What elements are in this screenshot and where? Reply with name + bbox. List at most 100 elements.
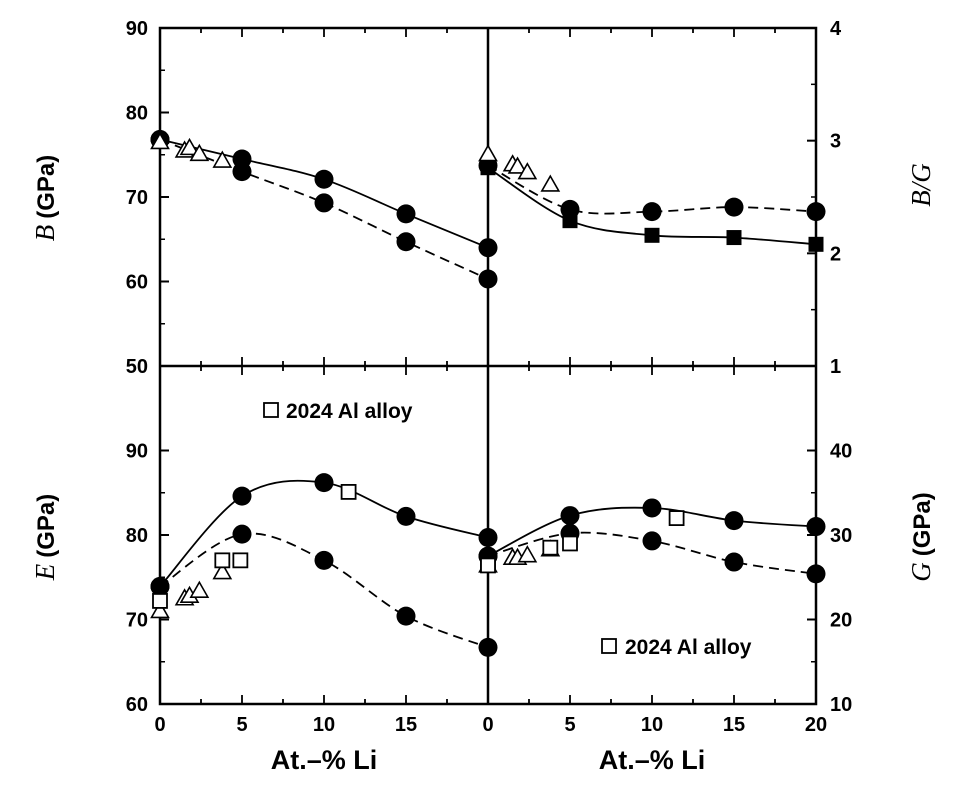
data-point-filled-circle	[478, 238, 498, 258]
data-point-filled-circle	[806, 202, 826, 222]
y-symbol-g: G	[906, 562, 936, 582]
y-tick-label: 3	[830, 131, 841, 153]
legend-label: 2024 Al alloy	[625, 636, 752, 659]
data-point-open-square	[214, 552, 231, 569]
y-tick-label: 70	[126, 187, 148, 209]
svg-text:G(GPa): G (GPa)	[906, 492, 936, 582]
y-unit-e: (GPa)	[33, 494, 60, 558]
y-symbol-b: B	[30, 225, 60, 242]
x-tick-label: 5	[236, 714, 247, 736]
y-tick-label: 70	[126, 610, 148, 632]
data-markers	[150, 130, 826, 657]
data-point-open-triangle	[507, 156, 528, 174]
data-point-filled-circle	[396, 506, 416, 526]
x-tick-label: 15	[395, 714, 417, 736]
data-point-filled-circle	[314, 193, 334, 213]
data-point-open-triangle	[189, 580, 210, 598]
fit-curve-dashed	[159, 138, 489, 280]
data-point-open-triangle	[150, 600, 170, 619]
y-tick-label: 90	[126, 441, 148, 463]
data-point-filled-circle	[396, 606, 416, 626]
data-point-open-triangle	[540, 174, 561, 192]
data-point-filled-square	[808, 236, 824, 252]
legend-label: 2024 Al alloy	[286, 400, 413, 423]
data-point-filled-circle	[724, 511, 744, 531]
y-axis-label-g: G (GPa)	[906, 492, 936, 582]
data-point-filled-circle	[724, 552, 744, 572]
legend-square-marker	[601, 638, 617, 654]
y-axis-label-b: B (GPa)	[30, 155, 60, 242]
y-tick-label: 60	[126, 272, 148, 294]
data-point-filled-circle	[478, 637, 498, 657]
data-point-open-square	[232, 552, 249, 569]
data-point-filled-circle	[396, 232, 416, 252]
y-unit-g: (GPa)	[909, 492, 936, 556]
y-tick-label: 80	[126, 103, 148, 125]
x-tick-label: 10	[641, 714, 663, 736]
y-symbol-bg: B/G	[906, 163, 936, 207]
data-point-filled-circle	[642, 531, 662, 551]
data-point-filled-circle	[232, 162, 252, 182]
data-point-filled-circle	[478, 269, 498, 289]
data-point-filled-circle	[478, 528, 498, 548]
data-point-open-square	[340, 484, 357, 500]
data-point-filled-circle	[150, 577, 170, 597]
y-tick-label: 30	[830, 525, 852, 547]
data-point-open-square	[562, 535, 578, 552]
data-point-filled-square	[644, 227, 660, 243]
legend-square-marker	[263, 402, 279, 418]
x-axis-label-right: At.–% Li	[599, 745, 706, 775]
fit-curve-dashed	[159, 532, 489, 649]
fit-curve-solid	[159, 479, 489, 588]
legend-2024-left: 2024 Al alloy	[263, 400, 413, 423]
data-point-filled-circle	[396, 204, 416, 224]
data-point-filled-circle	[314, 169, 334, 189]
data-point-open-square	[668, 510, 685, 527]
y-symbol-e: E	[30, 563, 60, 581]
data-point-open-triangle	[179, 137, 200, 156]
data-point-filled-circle	[232, 486, 252, 506]
y-tick-label: 80	[126, 525, 148, 547]
y-axis-label-bg: B/G	[906, 163, 936, 207]
data-point-filled-circle	[314, 473, 334, 493]
y-tick-label: 50	[126, 356, 148, 378]
y-tick-label: 1	[830, 356, 841, 378]
data-point-filled-circle	[724, 197, 744, 217]
y-axis-label-e: E (GPa)	[30, 494, 60, 582]
x-tick-label: 0	[154, 714, 165, 736]
data-point-open-triangle	[189, 143, 210, 162]
x-tick-label: 5	[564, 714, 575, 736]
chart-frame	[158, 26, 818, 706]
legend-2024-right: 2024 Al alloy	[601, 636, 752, 659]
x-tick-label: 20	[805, 714, 827, 736]
y-tick-label: 20	[830, 610, 852, 632]
data-point-filled-square	[726, 230, 742, 246]
data-point-filled-circle	[806, 517, 826, 537]
y-tick-label: 90	[126, 18, 148, 40]
data-point-filled-circle	[232, 524, 252, 544]
data-point-open-triangle	[212, 562, 233, 580]
svg-text:E(GPa): E (GPa)	[30, 494, 60, 582]
data-point-filled-circle	[560, 199, 580, 219]
y-unit-b: (GPa)	[33, 155, 60, 219]
y-tick-label: 2	[830, 243, 841, 265]
data-point-open-triangle	[478, 144, 498, 162]
data-point-open-square	[480, 557, 496, 574]
data-point-filled-circle	[642, 498, 662, 518]
data-point-open-square	[152, 593, 168, 609]
y-tick-label: 40	[830, 441, 852, 463]
x-axis-label-left: At.–% Li	[271, 745, 378, 775]
data-point-open-triangle	[517, 545, 538, 563]
x-tick-label: 10	[313, 714, 335, 736]
data-point-filled-circle	[314, 550, 334, 570]
svg-text:B(GPa): B (GPa)	[30, 155, 60, 242]
data-point-filled-circle	[642, 202, 662, 222]
y-tick-label: 10	[830, 694, 852, 716]
y-tick-label: 60	[126, 694, 148, 716]
data-point-open-triangle	[517, 162, 538, 180]
data-point-open-square	[542, 539, 559, 556]
data-point-open-triangle	[212, 150, 233, 168]
x-tick-label: 15	[723, 714, 745, 736]
